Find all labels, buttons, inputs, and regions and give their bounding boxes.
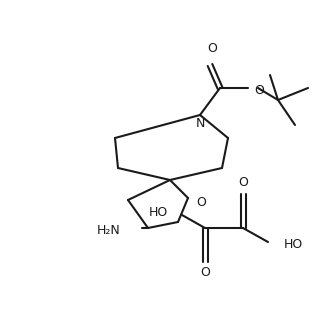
Text: O: O bbox=[207, 42, 217, 55]
Text: N: N bbox=[195, 117, 205, 130]
Text: O: O bbox=[254, 83, 264, 96]
Text: O: O bbox=[200, 267, 210, 280]
Text: O: O bbox=[196, 195, 206, 209]
Text: HO: HO bbox=[284, 238, 303, 250]
Text: HO: HO bbox=[149, 206, 168, 218]
Text: O: O bbox=[238, 177, 248, 189]
Text: H₂N: H₂N bbox=[96, 223, 120, 237]
